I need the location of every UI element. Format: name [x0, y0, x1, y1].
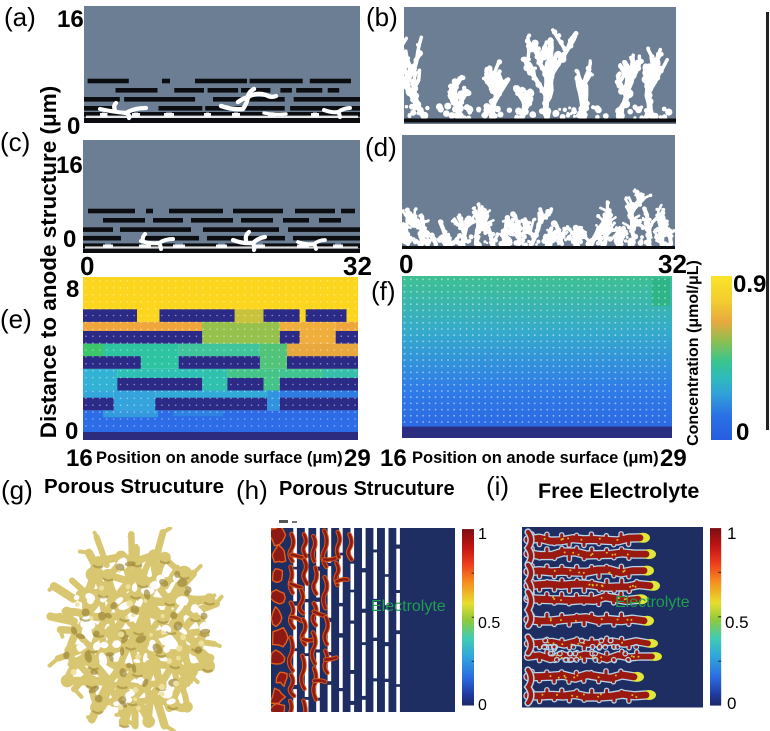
svg-text:Electrolyte: Electrolyte: [371, 598, 446, 615]
svg-text:Electrolyte: Electrolyte: [615, 594, 690, 611]
